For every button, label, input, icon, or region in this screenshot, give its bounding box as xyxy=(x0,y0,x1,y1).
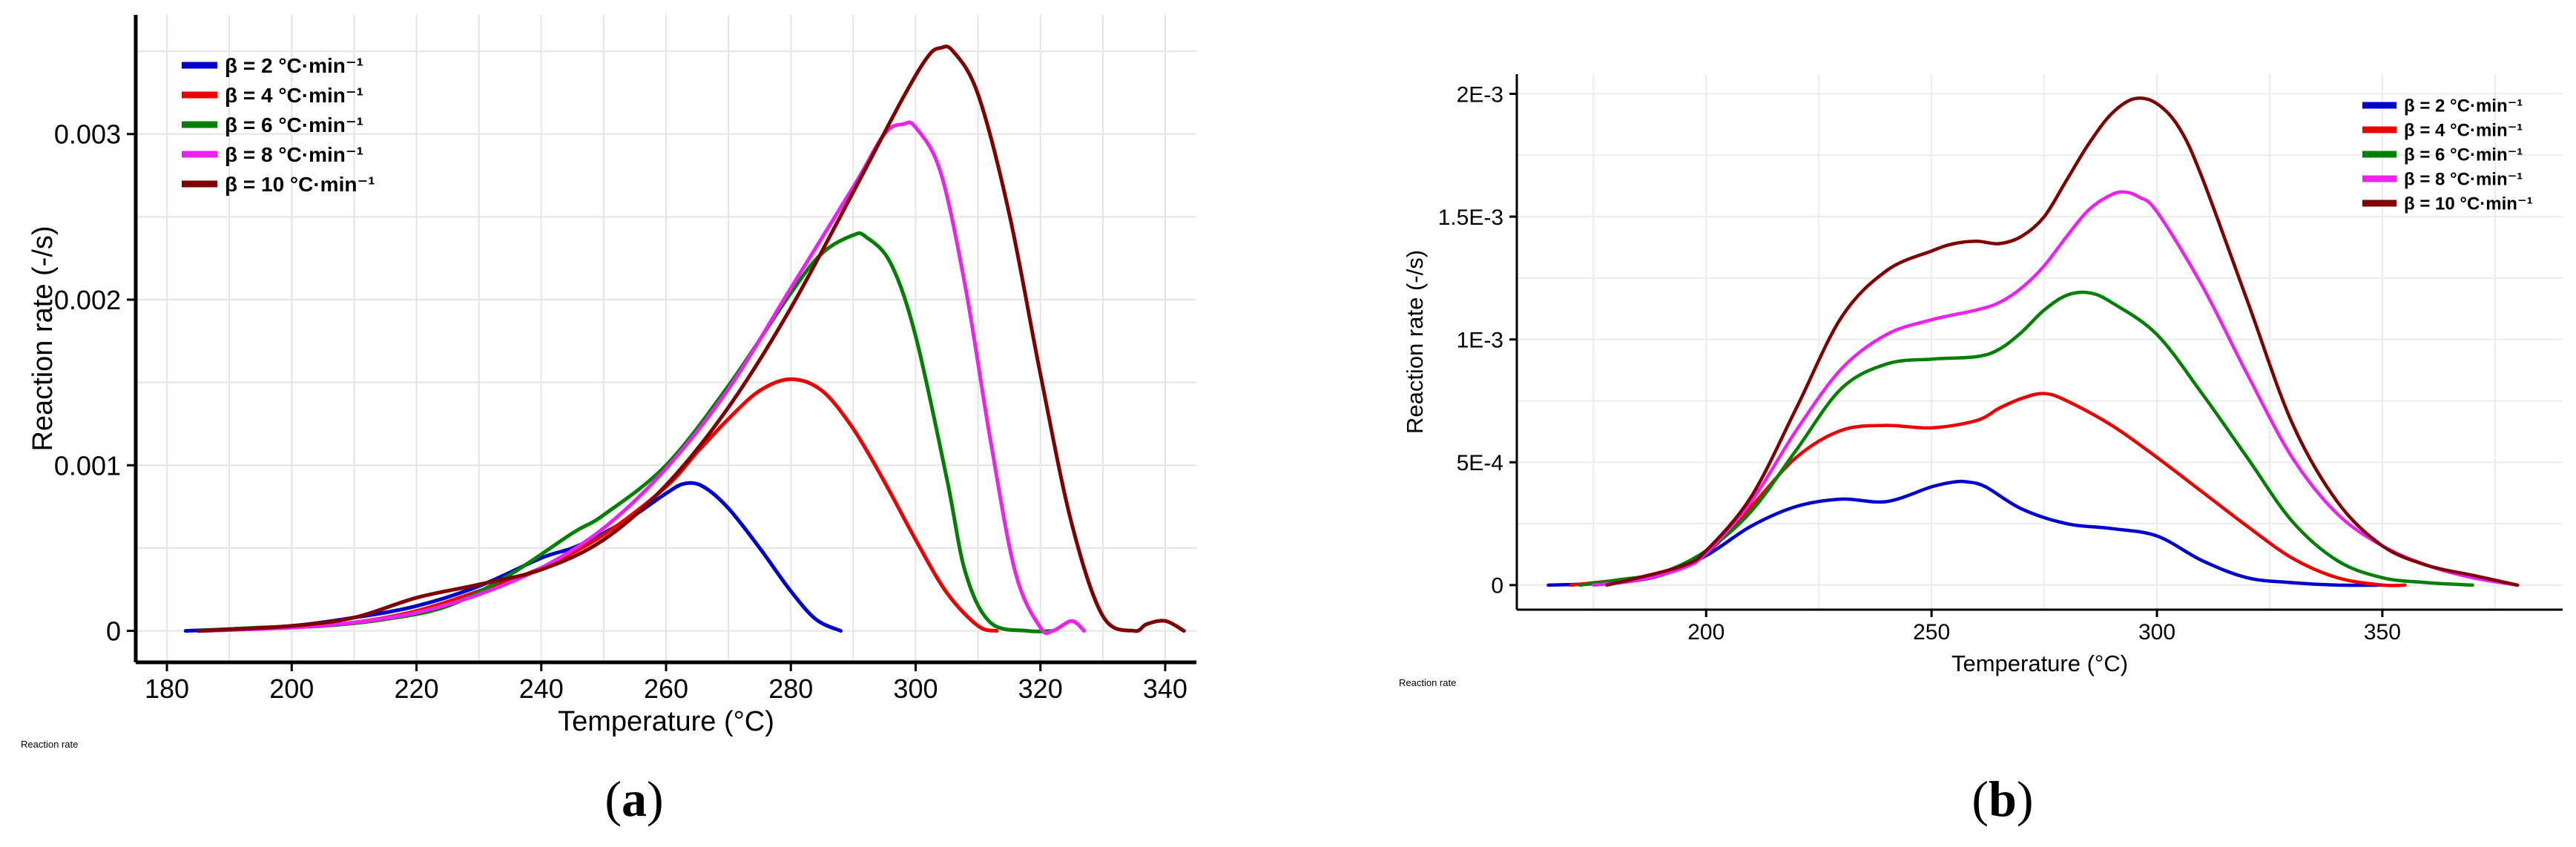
series-line-4 xyxy=(1592,190,2520,587)
series-line-3 xyxy=(196,231,1055,633)
x-tick-label: 180 xyxy=(145,673,189,704)
y-tick-label: 1E-3 xyxy=(1457,328,1503,352)
x-tick-label: 260 xyxy=(644,673,688,704)
gridlines xyxy=(136,15,1196,662)
panel-label: (a) xyxy=(605,771,663,827)
series-line-1 xyxy=(183,481,843,633)
series-line-3 xyxy=(1578,290,2474,587)
y-tick-label: 0.001 xyxy=(54,450,121,481)
x-axis-title: Temperature (°C) xyxy=(1951,650,2128,676)
legend: β = 2 °C·min⁻¹ β = 4 °C·min⁻¹ β = 6 °C·min… xyxy=(2362,96,2533,214)
series-line-5 xyxy=(196,45,1186,633)
series-line-5 xyxy=(1605,96,2520,587)
x-tick-label: 200 xyxy=(269,673,314,704)
legend-label: β = 10 °C·min⁻¹ xyxy=(2404,194,2533,214)
y-axis-title: Reaction rate (-/s) xyxy=(1402,250,1428,434)
x-tick-label: 300 xyxy=(2138,620,2175,645)
y-tick-label: 0 xyxy=(1491,574,1503,599)
y-tick-label: 0.002 xyxy=(54,285,121,315)
legend-label: β = 4 °C·min⁻¹ xyxy=(2404,121,2523,141)
series-line-1 xyxy=(1546,479,2385,587)
legend-label: β = 4 °C·min⁻¹ xyxy=(225,84,363,107)
x-tick-label: 350 xyxy=(2364,620,2401,645)
x-tick-label: 220 xyxy=(394,673,438,704)
legend-label: β = 10 °C·min⁻¹ xyxy=(225,173,375,196)
legend: β = 2 °C·min⁻¹ β = 4 °C·min⁻¹ β = 6 °C·min… xyxy=(182,54,375,196)
legend-label: β = 8 °C·min⁻¹ xyxy=(2404,170,2523,190)
legend-label: β = 6 °C·min⁻¹ xyxy=(2404,145,2523,165)
x-tick-label: 340 xyxy=(1143,673,1187,704)
x-tick-label: 280 xyxy=(768,673,813,704)
y-tick-label: 2E-3 xyxy=(1457,82,1503,107)
x-tick-label: 250 xyxy=(1913,620,1950,645)
x-tick-label: 300 xyxy=(893,673,938,704)
x-tick-label: 200 xyxy=(1687,620,1725,645)
footnote-text: Reaction rate xyxy=(1399,677,1456,688)
series-group xyxy=(1546,96,2520,587)
legend-label: β = 6 °C·min⁻¹ xyxy=(225,113,363,136)
panel-label: (b) xyxy=(1971,771,2033,827)
chart-panel-a: 180 200 220 240 260 280 300 320 340 0 0.001 0.002 0.… xyxy=(21,15,1196,827)
x-axis-title: Temperature (°C) xyxy=(558,706,774,737)
chart-panel-b: 200 250 300 350 0 5E-4 1E-3 1.5E-3 2E-3 Temperatu… xyxy=(1399,74,2563,827)
legend-label: β = 8 °C·min⁻¹ xyxy=(225,143,363,166)
series-group xyxy=(183,45,1186,636)
legend-label: β = 2 °C·min⁻¹ xyxy=(2404,96,2523,116)
y-tick-label: 1.5E-3 xyxy=(1438,205,1503,230)
y-axis-title: Reaction rate (-/s) xyxy=(27,225,59,451)
x-tick-label: 320 xyxy=(1018,673,1063,704)
series-line-2 xyxy=(196,377,999,633)
series-line-4 xyxy=(202,120,1087,636)
footnote-text: Reaction rate xyxy=(21,739,78,750)
y-tick-label: 0 xyxy=(106,616,121,647)
y-tick-label: 0.003 xyxy=(54,119,121,150)
legend-label: β = 2 °C·min⁻¹ xyxy=(225,54,363,77)
y-tick-label: 5E-4 xyxy=(1457,451,1503,475)
x-tick-label: 240 xyxy=(519,673,564,704)
